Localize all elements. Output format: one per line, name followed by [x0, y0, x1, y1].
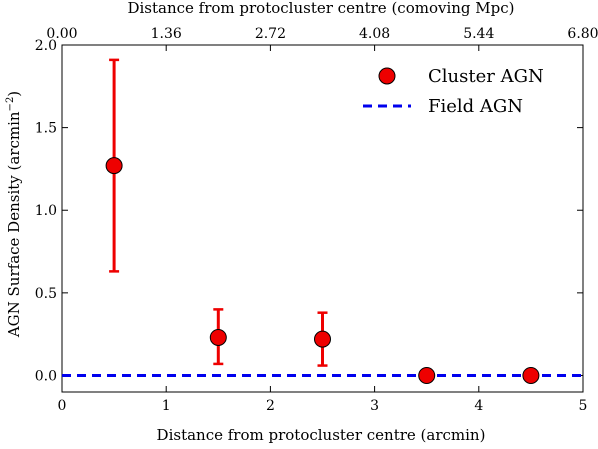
y-tick-label: 0.0	[35, 368, 57, 384]
x-tick-label: 4	[474, 398, 483, 414]
cluster-agn-point	[418, 366, 436, 384]
cluster-agn-point	[522, 366, 540, 384]
legend-label: Field AGN	[428, 96, 523, 117]
top-x-axis-title: Distance from protocluster centre (comov…	[127, 0, 514, 17]
cluster-agn-point	[105, 157, 123, 175]
top-x-tick-label: 6.80	[567, 26, 598, 42]
top-x-tick-label: 2.72	[255, 26, 286, 42]
x-tick-label: 1	[162, 398, 171, 414]
x-tick-label: 5	[579, 398, 588, 414]
y-axis-title-main: AGN Surface Density (arcmin	[5, 111, 23, 338]
plot-frame	[61, 44, 584, 393]
legend: Cluster AGN Field AGN	[363, 66, 544, 117]
y-tick-label: 1.5	[35, 121, 57, 137]
top-x-tick-label: 5.44	[463, 26, 494, 42]
labels-layer: Distance from protocluster centre (arcmi…	[5, 0, 515, 444]
x-tick-label: 0	[58, 398, 67, 414]
x-tick-label: 3	[370, 398, 379, 414]
cluster-agn-point	[314, 330, 331, 348]
data-layer	[62, 58, 583, 384]
axes-layer: 0 1 2 3 4 5 0.00 1.36 2.72 4.08 5.44 6.80 0.0 0.5 1.0 1…	[35, 26, 598, 414]
y-axis-title-suffix: )	[5, 91, 23, 97]
x-axis-title: Distance from protocluster centre (arcmi…	[157, 426, 486, 444]
y-axis-title: AGN Surface Density (arcmin−2)	[5, 91, 23, 338]
top-x-tick-label: 1.36	[151, 26, 182, 42]
y-axis-title-exponent: −2	[5, 97, 16, 112]
y-tick-label: 2.0	[35, 38, 57, 54]
top-x-tick-label: 4.08	[359, 26, 390, 42]
legend-marker-cluster-agn	[378, 67, 396, 85]
x-tick-label: 2	[266, 398, 275, 414]
top-x-tick-label: 0.00	[46, 26, 77, 42]
y-tick-label: 1.0	[35, 203, 57, 219]
y-tick-label: 0.5	[35, 286, 57, 302]
legend-label: Cluster AGN	[428, 66, 544, 87]
cluster-agn-point	[209, 328, 227, 346]
